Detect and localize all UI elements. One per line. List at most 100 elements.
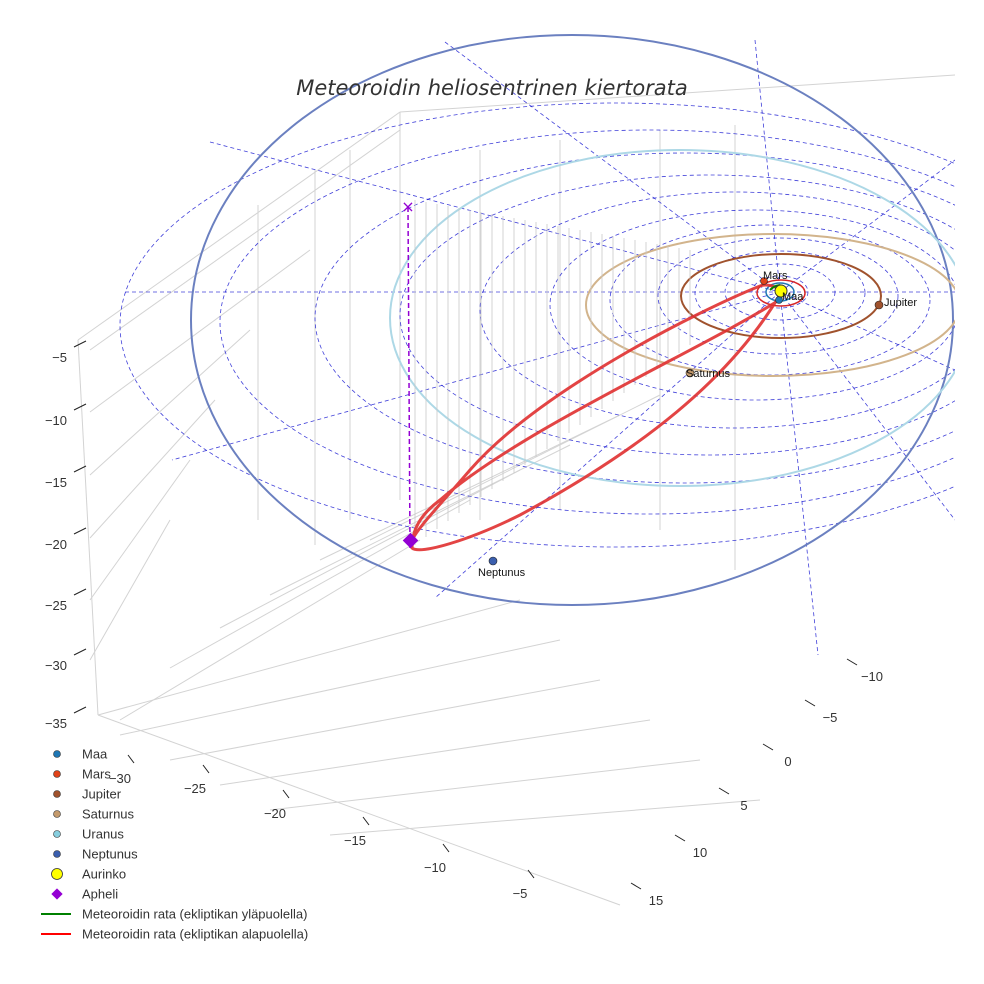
label-mars: Mars: [763, 270, 788, 282]
z-tick-label: −10: [45, 413, 67, 428]
guide-spoke: [754, 39, 781, 293]
wall-grid-line: [89, 129, 401, 351]
z-tick-label: −20: [45, 537, 67, 552]
meteoroid-drop-lines: [414, 200, 691, 545]
y-tick-mark: [846, 658, 858, 666]
guide-ring: [399, 174, 955, 456]
y-tick-mark: [630, 882, 642, 890]
floor-grid-line: [119, 639, 561, 736]
guide-spoke: [779, 291, 819, 656]
z-tick-label: −25: [45, 598, 67, 613]
legend-marker: [51, 868, 63, 880]
legend-marker: [53, 810, 61, 818]
wall-grid-line: [89, 399, 216, 539]
z-tick-mark: [73, 527, 87, 535]
box-edge: [399, 74, 956, 113]
box-edge: [97, 714, 621, 906]
guide-ring: [549, 209, 955, 401]
planet-neptunus: [488, 556, 498, 566]
z-tick-mark: [73, 465, 87, 473]
x-tick-mark: [442, 843, 450, 853]
legend-item: Maa: [53, 747, 108, 762]
y-tick-label: 5: [740, 798, 747, 813]
y-tick-label: −10: [861, 669, 883, 684]
floor-grid-line: [269, 759, 701, 811]
planet-orbits: [190, 34, 955, 606]
box-edge: [77, 111, 401, 341]
planet-labels: Neptunus Saturnus Jupiter Mars Maa: [478, 270, 917, 579]
ecliptic-guide-grid: [119, 39, 955, 656]
label-neptunus: Neptunus: [478, 567, 526, 579]
floor-grid-line: [219, 469, 521, 629]
floor-grid-line: [329, 799, 761, 836]
planet-jupiter: [874, 300, 884, 310]
legend-label: Apheli: [82, 887, 118, 902]
orbit-uranus: [389, 149, 955, 487]
meteoroid-orbit: [410, 283, 784, 552]
x-axis-ticks: −30 −25 −20 −15 −10 −5: [109, 754, 535, 901]
guide-spoke: [209, 141, 781, 293]
y-axis-ticks: −10 −5 0 5 10 15: [630, 658, 883, 908]
legend-item: Saturnus: [53, 807, 135, 822]
legend-label: Jupiter: [82, 787, 122, 802]
x-tick-label: −25: [184, 781, 206, 796]
orbit-saturnus: [585, 233, 955, 377]
z-tick-mark: [73, 648, 87, 656]
z-tick-label: −15: [45, 475, 67, 490]
guide-spoke: [779, 291, 955, 371]
legend-item: Apheli: [51, 887, 118, 902]
guide-ring: [479, 191, 955, 429]
sun-marker: [774, 284, 788, 298]
legend-label: Maa: [82, 747, 108, 762]
x-tick-mark: [282, 789, 290, 799]
y-tick-mark: [762, 743, 774, 751]
aphelion-projection-marker: ×: [401, 197, 414, 216]
legend-marker: [53, 770, 61, 778]
floor-grid-line: [97, 599, 521, 716]
z-tick-mark: [73, 706, 87, 714]
floor-grid-line: [119, 539, 421, 721]
orbit-neptunus: [190, 34, 954, 606]
planet-mars: [760, 277, 768, 285]
legend-label: Aurinko: [82, 867, 126, 882]
wall-grid-line: [89, 519, 171, 661]
floor-grid-line: [169, 679, 601, 761]
legend-marker: [53, 790, 61, 798]
legend-item: Mars: [53, 767, 111, 782]
guide-ring: [219, 129, 955, 515]
orbit-mars: [756, 279, 806, 307]
legend-label: Meteoroidin rata (ekliptikan yläpuolella…: [82, 907, 307, 922]
x-tick-label: −30: [109, 771, 131, 786]
legend-item: Jupiter: [53, 787, 122, 802]
legend-item: Uranus: [53, 827, 124, 842]
floor-grid-line: [219, 719, 651, 786]
floor-grid-line: [169, 499, 471, 669]
x-tick-label: −10: [424, 860, 446, 875]
x-tick-label: −5: [513, 886, 528, 901]
y-tick-label: 0: [784, 754, 791, 769]
axis-grid: [77, 74, 956, 906]
z-tick-mark: [73, 340, 87, 348]
legend-item: Aurinko: [51, 867, 126, 882]
meteoroid-orbit-below: [410, 283, 783, 552]
x-tick-mark: [362, 816, 370, 826]
y-tick-mark: [674, 834, 686, 842]
wall-grid-line: [89, 329, 251, 476]
legend-label: Meteoroidin rata (ekliptikan alapuolella…: [82, 927, 308, 942]
legend-label: Saturnus: [82, 807, 135, 822]
z-tick-label: −5: [52, 350, 67, 365]
legend-marker: [53, 750, 61, 758]
planet-markers: [488, 277, 884, 566]
z-tick-label: −35: [45, 716, 67, 731]
z-axis-ticks: −5 −10 −15 −20 −25 −30 −35: [45, 340, 87, 731]
x-tick-label: −20: [264, 806, 286, 821]
guide-spoke: [779, 159, 955, 293]
legend-marker: [51, 888, 63, 900]
x-tick-mark: [127, 754, 135, 764]
wall-grid-line: [89, 459, 191, 601]
label-maa: Maa: [782, 291, 804, 303]
guide-ring: [314, 152, 955, 484]
orbit-jupiter: [680, 253, 882, 339]
